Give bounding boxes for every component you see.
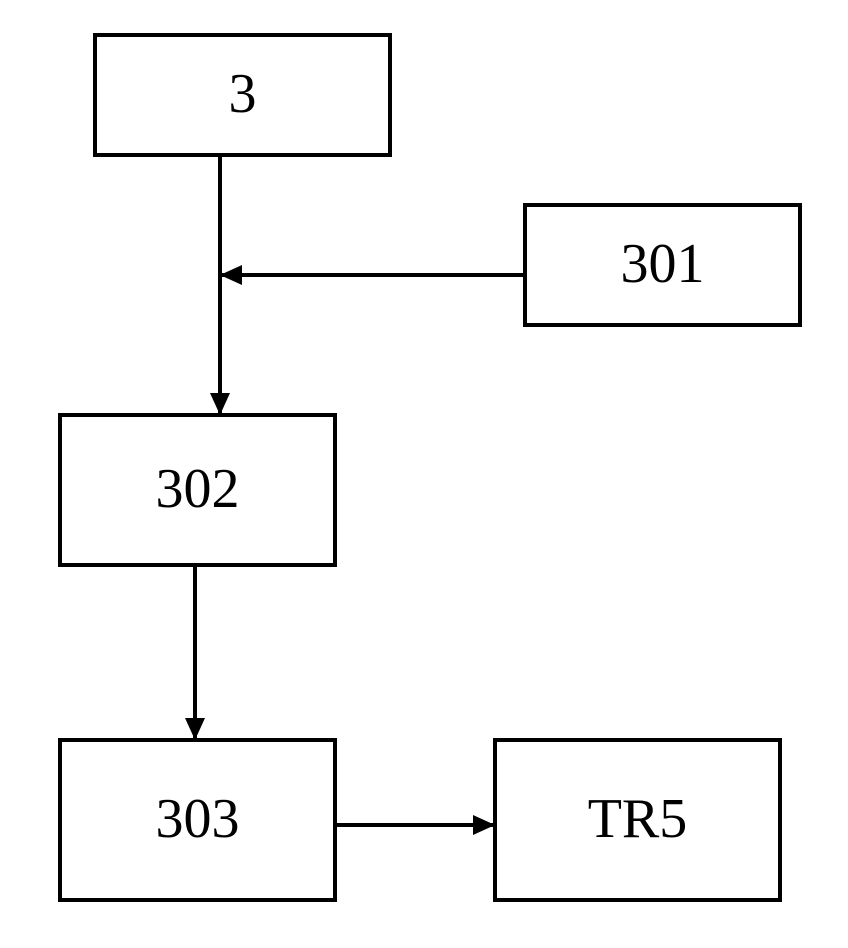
edge-e-3-302 (210, 155, 230, 415)
node-n301-label: 301 (621, 233, 705, 295)
node-n303: 303 (60, 740, 335, 900)
node-tr5-label: TR5 (588, 788, 688, 850)
edge-e-301-merge (220, 265, 525, 285)
node-n3: 3 (95, 35, 390, 155)
edge-e-303-tr5 (335, 815, 495, 835)
flowchart-diagram: 3 301 302 303 TR5 (0, 0, 848, 948)
node-n303-label: 303 (156, 788, 240, 850)
node-n301: 301 (525, 205, 800, 325)
node-n302-label: 302 (156, 458, 240, 520)
node-n302: 302 (60, 415, 335, 565)
edge-e-302-303 (185, 565, 205, 740)
node-tr5: TR5 (495, 740, 780, 900)
node-n3-label: 3 (229, 63, 257, 125)
